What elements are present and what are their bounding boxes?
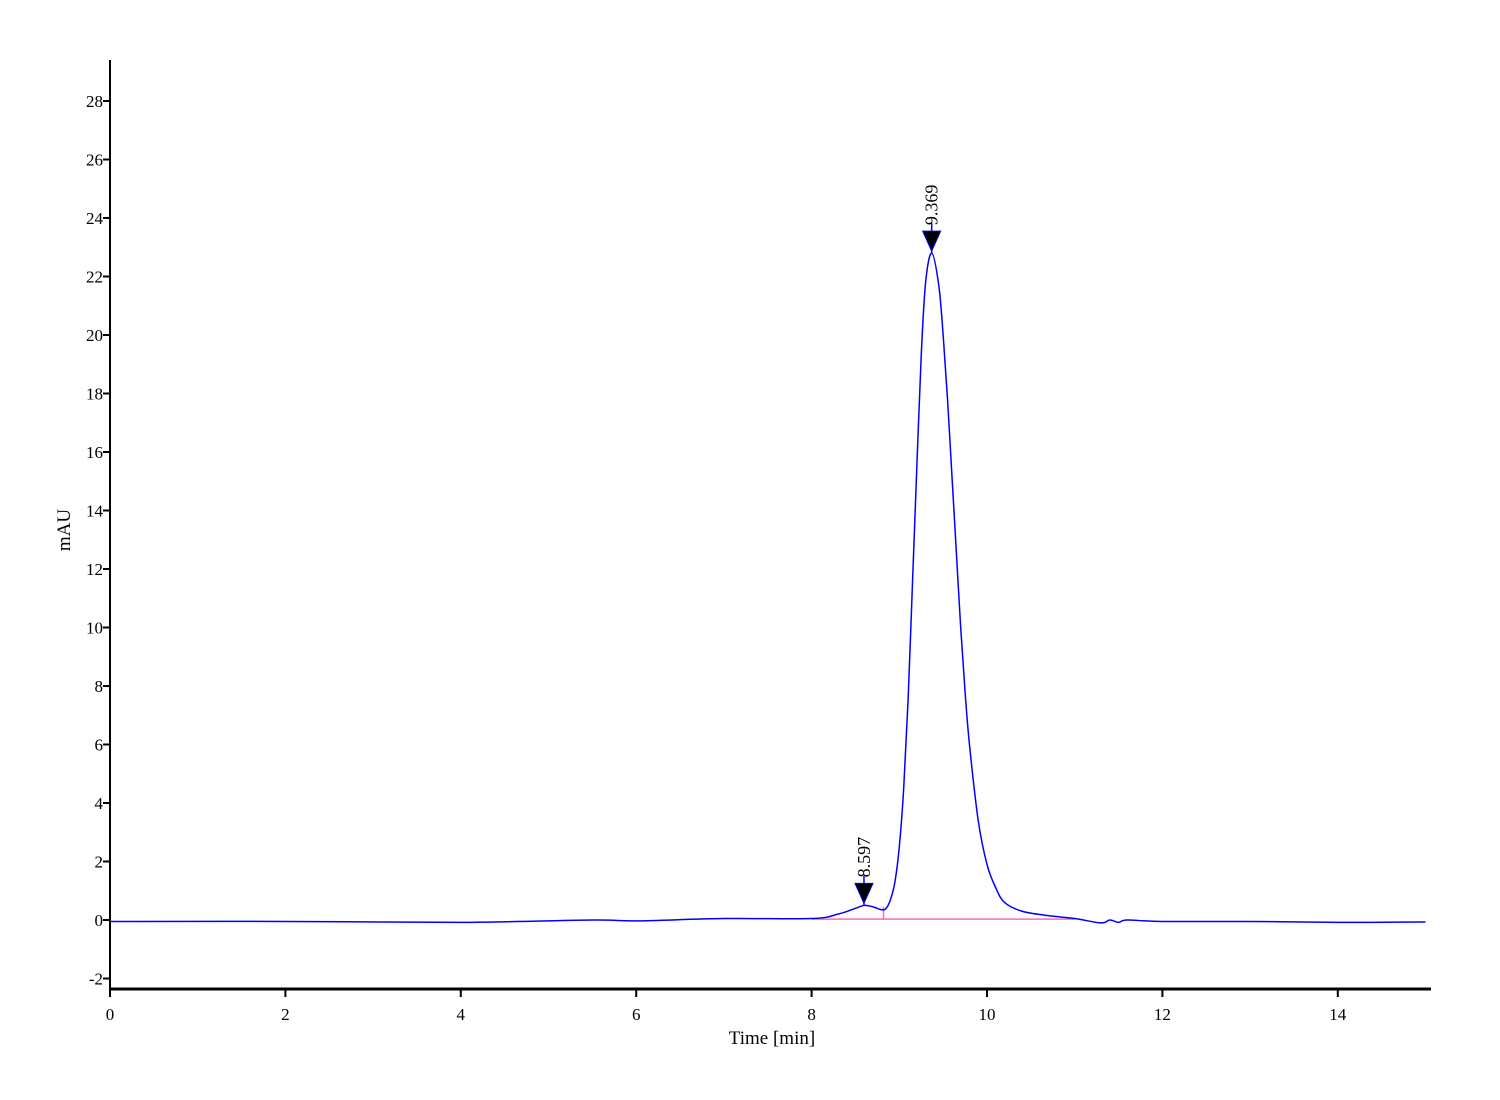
signal-trace (109, 252, 1426, 924)
y-tick-label: 24 (86, 209, 104, 228)
y-tick-label: 20 (86, 326, 103, 345)
peak-marker-arrow-icon (921, 230, 942, 253)
peak-label: 9.369 (922, 185, 942, 226)
y-tick-label: 10 (86, 619, 103, 638)
y-tick-label: 22 (86, 268, 103, 287)
y-tick-label: 8 (95, 677, 104, 696)
y-tick-label: 0 (95, 911, 104, 930)
y-tick-label: 16 (86, 443, 103, 462)
peak-label: 8.597 (854, 837, 874, 878)
x-tick-label: 0 (106, 1005, 115, 1024)
x-tick-label: 8 (807, 1005, 816, 1024)
y-tick-label: 14 (86, 502, 104, 521)
y-tick-label: 2 (95, 853, 104, 872)
x-tick-label: 14 (1329, 1005, 1347, 1024)
y-tick-label: 12 (86, 560, 103, 579)
x-tick-label: 4 (457, 1005, 466, 1024)
y-tick-label: 4 (95, 794, 104, 813)
y-tick-label: 18 (86, 385, 103, 404)
y-tick-label: 28 (86, 92, 103, 111)
x-tick-label: 12 (1154, 1005, 1171, 1024)
y-tick-label: 26 (86, 151, 103, 170)
y-tick-label: 6 (95, 736, 104, 755)
x-tick-label: 6 (632, 1005, 641, 1024)
x-axis-label: Time [min] (729, 1028, 815, 1049)
x-tick-label: 2 (281, 1005, 290, 1024)
x-tick-label: 10 (979, 1005, 996, 1024)
y-tick-label: -2 (89, 970, 103, 989)
y-axis-label: mAU (54, 509, 75, 552)
peak-marker-arrow-icon (854, 882, 874, 905)
